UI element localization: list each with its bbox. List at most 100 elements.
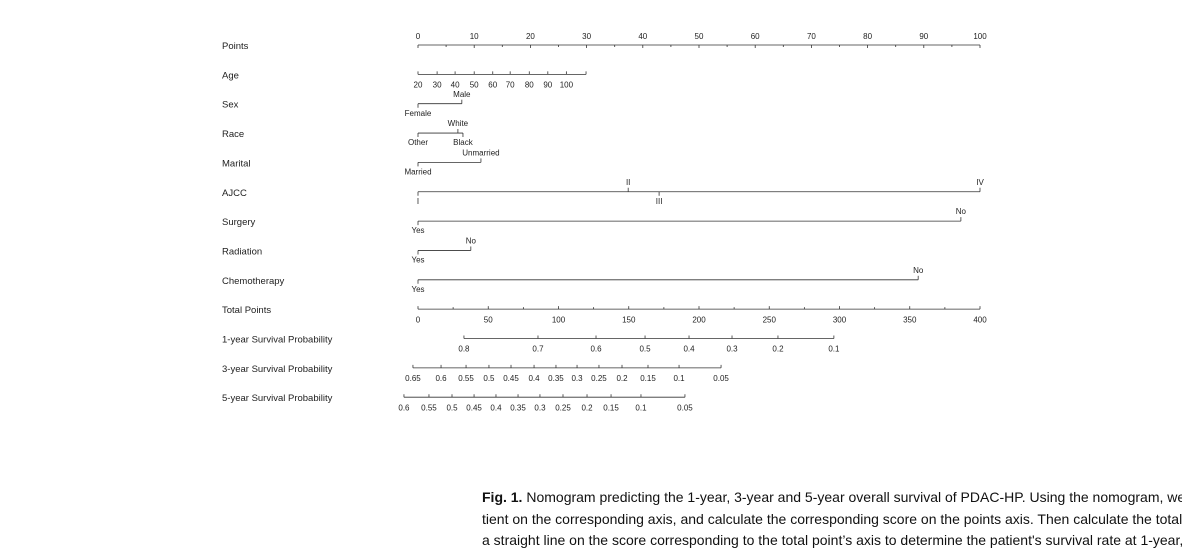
tick-label: 0.5 [639,345,651,354]
row-label: Total Points [222,305,271,316]
level-label: White [448,119,469,128]
tick-label: 0.5 [483,374,495,383]
tick-label: 0.1 [635,403,647,412]
row-label: 5-year Survival Probability [222,393,333,404]
level-label: Yes [411,285,424,294]
tick-label: 80 [525,80,534,89]
level-label: Other [408,138,428,147]
tick-label: 100 [552,315,566,324]
tick-label: 60 [488,80,497,89]
row-label: Surgery [222,217,256,228]
tick-label: 0.2 [772,345,784,354]
tick-label: 0.2 [581,403,593,412]
tick-label: 150 [622,315,636,324]
caption-text: a straight line on the score correspondi… [482,532,1182,548]
level-label: IV [976,178,984,187]
row-label: AJCC [222,188,247,199]
tick-label: 0.5 [446,403,458,412]
row-label: Race [222,129,244,140]
level-label: No [956,207,967,216]
tick-label: 70 [506,80,515,89]
tick-label: 0.25 [555,403,571,412]
tick-label: 0.3 [534,403,546,412]
tick-label: 0.2 [616,374,628,383]
tick-label: 0.7 [532,345,544,354]
level-label: No [466,237,477,246]
level-label: Married [404,168,431,177]
tick-label: 0 [416,32,421,41]
tick-label: 10 [470,32,479,41]
caption-text: Nomogram predicting the 1-year, 3-year a… [526,489,1182,505]
tick-label: 0.45 [466,403,482,412]
level-label: Female [405,109,432,118]
level-label: III [656,197,663,206]
row-label: Chemotherapy [222,276,285,287]
tick-label: 0.4 [683,345,695,354]
row-label: Marital [222,158,251,169]
tick-label: 0.55 [458,374,474,383]
tick-label: 50 [470,80,479,89]
tick-label: 0.6 [398,403,410,412]
tick-label: 0.65 [405,374,421,383]
tick-label: 0.45 [503,374,519,383]
tick-label: 20 [414,80,423,89]
tick-label: 90 [543,80,552,89]
tick-label: 350 [903,315,917,324]
tick-label: 0.15 [640,374,656,383]
tick-label: 0.55 [421,403,437,412]
tick-label: 60 [751,32,760,41]
row-label: 3-year Survival Probability [222,364,333,375]
tick-label: 0.25 [591,374,607,383]
tick-label: 0.35 [548,374,564,383]
tick-label: 100 [973,32,987,41]
tick-label: 0.6 [590,345,602,354]
level-label: Male [453,90,471,99]
caption: Fig. 1. Nomogram predicting the 1-year, … [482,487,1182,552]
level-label: Unmarried [462,149,499,158]
tick-label: 50 [484,315,493,324]
tick-label: 0.1 [828,345,840,354]
tick-label: 250 [763,315,777,324]
tick-label: 0.3 [726,345,738,354]
level-label: Yes [411,256,424,265]
tick-label: 400 [973,315,987,324]
tick-label: 0.05 [713,374,729,383]
caption-line: tient on the corresponding axis, and cal… [482,509,1182,531]
tick-label: 30 [433,80,442,89]
tick-label: 0.6 [435,374,447,383]
caption-line: a straight line on the score correspondi… [482,530,1182,552]
tick-label: 30 [582,32,591,41]
tick-label: 0.8 [458,345,470,354]
caption-label: Fig. 1. [482,489,523,505]
tick-label: 0.35 [510,403,526,412]
tick-label: 0.4 [528,374,540,383]
tick-label: 0.3 [571,374,583,383]
caption-text: tient on the corresponding axis, and cal… [482,510,1182,527]
level-label: II [626,178,630,187]
row-label: Points [222,41,249,52]
level-label: I [417,197,419,206]
tick-label: 0.1 [673,374,685,383]
tick-label: 100 [560,80,574,89]
level-label: Yes [411,226,424,235]
tick-label: 40 [451,80,460,89]
tick-label: 80 [863,32,872,41]
row-label: 1-year Survival Probability [222,335,333,346]
tick-label: 0 [416,315,421,324]
row-label: Age [222,70,239,81]
caption-line: Fig. 1. Nomogram predicting the 1-year, … [482,487,1182,509]
tick-label: 50 [695,32,704,41]
tick-label: 20 [526,32,535,41]
tick-label: 70 [807,32,816,41]
tick-label: 300 [833,315,847,324]
tick-label: 0.15 [603,403,619,412]
row-label: Sex [222,100,239,111]
row-label: Radiation [222,246,262,257]
tick-label: 0.4 [490,403,502,412]
tick-label: 0.05 [677,403,693,412]
tick-label: 40 [638,32,647,41]
level-label: Black [453,138,474,147]
tick-label: 200 [692,315,706,324]
level-label: No [913,266,924,275]
